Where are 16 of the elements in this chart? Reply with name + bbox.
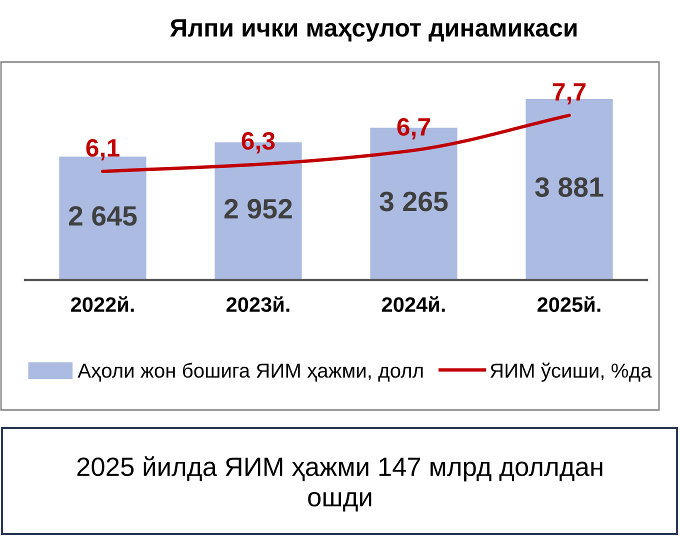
legend-label: ЯИМ ўсиши, %да [490, 362, 652, 382]
data-label: 3 881 [535, 177, 604, 197]
data-label: 6,3 [242, 132, 275, 154]
data-label: 6,1 [86, 138, 120, 160]
text: 2025 йилда ЯИМ ҳажми 147 млрд доллдан ошди [77, 456, 602, 512]
x-tick-label: 2023й. [226, 296, 290, 312]
x-tick-label: 2024й. [382, 296, 445, 312]
x-tick-label: 2022й. [71, 296, 134, 312]
data-label: 2 952 [224, 198, 292, 219]
data-label: 6,7 [397, 118, 430, 140]
x-tick-label: 2025й. [538, 296, 600, 312]
data-label: 3 265 [380, 192, 448, 212]
data-label: 2 645 [68, 206, 137, 226]
chart-title: Ялпи ички маҳсулот динамикаси [170, 19, 577, 42]
data-label: 7,7 [552, 83, 586, 104]
legend-label: Аҳоли жон бошига ЯИМ ҳажми, долл [78, 362, 423, 382]
